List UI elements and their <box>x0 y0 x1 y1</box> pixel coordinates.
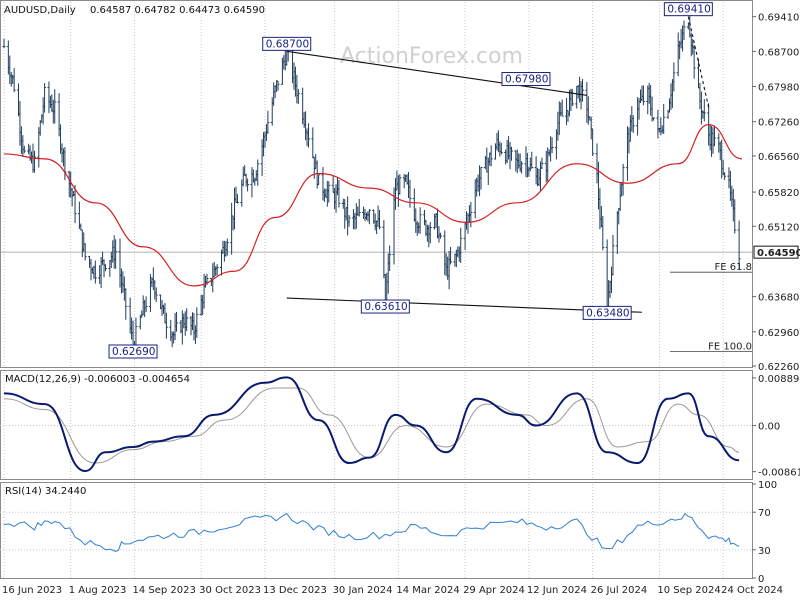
x-tick-label: 26 Jul 2024 <box>591 585 648 596</box>
price-y-tick-label: 0.65820 <box>758 188 799 199</box>
ohlc-label: 0.64587 0.64782 0.64473 0.64590 <box>90 5 265 16</box>
rsi-label: RSI(14) 34.2440 <box>5 486 86 497</box>
fe-level-label: FE 100.0 <box>708 341 752 352</box>
swing-callout-box <box>663 2 713 17</box>
macd-label: MACD(12,26,9) -0.006003 -0.004654 <box>5 374 190 385</box>
x-tick-label: 13 Dec 2023 <box>263 585 327 596</box>
x-tick-label: 24 Oct 2024 <box>721 585 783 596</box>
price-y-tick-label: 0.69410 <box>758 13 799 24</box>
price-y-tick-label: 0.62260 <box>758 362 799 373</box>
trendline <box>286 50 587 96</box>
swing-callout-box <box>360 299 410 314</box>
swing-callout-label: 0.67980 <box>505 74 548 86</box>
price-y-tick-label: 0.65120 <box>758 222 799 233</box>
x-tick-label: 16 Jun 2023 <box>2 585 62 596</box>
x-tick-label: 1 Aug 2023 <box>69 585 127 596</box>
swing-callout-label: 0.63480 <box>586 307 629 319</box>
macd-y-tick-label: 0.00 <box>758 422 780 433</box>
swing-callout-box <box>108 344 158 359</box>
x-tick-label: 14 Mar 2024 <box>396 585 459 596</box>
macd-line <box>3 376 740 473</box>
rsi-layer <box>3 512 740 552</box>
rsi-line <box>3 512 740 552</box>
swing-callout-label: 0.68700 <box>266 38 309 50</box>
swing-callout-label: 0.63610 <box>364 301 407 313</box>
rsi-y-tick-label: 30 <box>758 546 771 557</box>
macd-panel-frame <box>0 370 753 480</box>
price-y-tick-label: 0.66560 <box>758 152 799 163</box>
price-y-tick-label: 0.67260 <box>758 118 799 129</box>
last-price-label: 0.64590 <box>757 248 800 259</box>
price-y-tick-label: 0.68700 <box>758 47 799 58</box>
swing-callout-label: 0.62690 <box>112 346 155 358</box>
fe-level-label: FE 61.8 <box>714 262 752 273</box>
price-y-tick-label: 0.67980 <box>758 83 799 94</box>
rsi-y-tick-label: 0 <box>758 574 764 585</box>
chart-header: AUDUSD,Daily 0.64587 0.64782 0.64473 0.6… <box>4 5 265 16</box>
symbol-label: AUDUSD,Daily <box>4 5 76 16</box>
swing-callout-box <box>582 305 632 320</box>
swing-callout-box <box>262 36 312 51</box>
rsi-y-tick-label: 70 <box>758 508 771 519</box>
macd-y-tick-label: -0.008612 <box>758 468 800 479</box>
macd-layer <box>3 376 740 473</box>
last-price-tag <box>753 245 799 259</box>
grid-layer <box>0 2 752 578</box>
price-panel-frame <box>0 0 753 368</box>
rsi-panel-frame <box>0 482 753 579</box>
watermark: ActionForex.com <box>340 44 523 69</box>
sma-line <box>3 124 743 287</box>
x-tick-label: 29 Apr 2024 <box>463 585 525 596</box>
x-tick-label: 30 Jan 2024 <box>333 585 393 596</box>
swing-callout-label: 0.69410 <box>667 4 710 16</box>
x-tick-label: 12 Jun 2024 <box>527 585 587 596</box>
price-layer: FE 61.8 FE 100.0 0.62690 0.68700 0.63610 0.67… <box>2 2 752 359</box>
rsi-y-tick-label: 100 <box>758 480 777 491</box>
macd-signal-line <box>3 387 740 464</box>
x-tick-label: 14 Sep 2023 <box>132 585 195 596</box>
macd-y-tick-label: 0.008896 <box>758 374 800 385</box>
x-tick-label: 30 Oct 2023 <box>199 585 261 596</box>
price-y-tick-label: 0.62960 <box>758 328 799 339</box>
x-tick-label: 10 Sep 2024 <box>657 585 720 596</box>
swing-callout-box <box>501 72 551 87</box>
price-y-tick-label: 0.63680 <box>758 293 799 304</box>
axis-layer: 16 Jun 2023 1 Aug 2023 14 Sep 2023 30 Oct 2… <box>2 13 800 596</box>
